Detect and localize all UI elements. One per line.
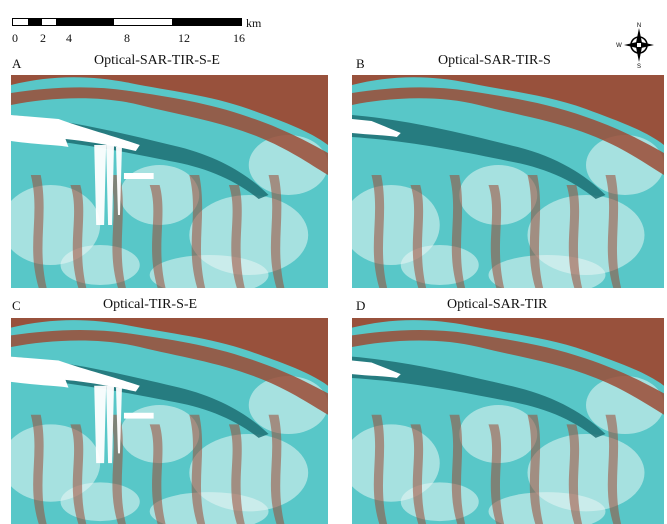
scale-tick-8: 8 (124, 31, 130, 45)
scale-tick-16: 16 (233, 31, 245, 45)
scale-tick-0: 0 (12, 31, 18, 45)
panel-c-title: Optical-TIR-S-E (103, 297, 198, 312)
panel-d-letter: D (356, 298, 366, 313)
map-panel-d (352, 318, 664, 524)
compass-rose-icon: N S W (616, 22, 662, 70)
map-panel-a (11, 75, 328, 288)
scale-unit: km (246, 16, 262, 30)
compass-north: N (637, 23, 641, 29)
compass-west: W (616, 43, 622, 49)
map-panel-c (11, 318, 328, 524)
panel-b-letter: B (356, 56, 365, 71)
map-panel-b (352, 75, 664, 288)
panel-a-title: Optical-SAR-TIR-S-E (94, 53, 220, 68)
panel-c-letter: C (12, 298, 21, 313)
panel-b-title: Optical-SAR-TIR-S (438, 53, 551, 68)
scale-tick-12: 12 (178, 31, 190, 45)
panel-d-title: Optical-SAR-TIR (447, 297, 548, 312)
scale-bar (12, 18, 242, 26)
scale-tick-2: 2 (40, 31, 46, 45)
scale-tick-4: 4 (66, 31, 72, 45)
panel-a-letter: A (12, 56, 22, 71)
compass-south: S (637, 64, 641, 68)
